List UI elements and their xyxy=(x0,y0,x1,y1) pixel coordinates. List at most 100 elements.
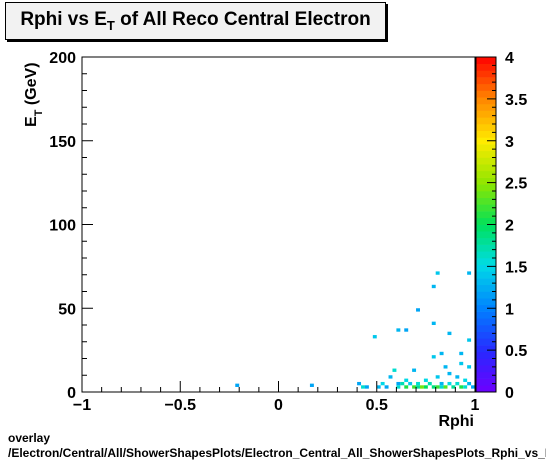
x-axis-label: Rphi xyxy=(438,413,474,430)
palette-band xyxy=(476,237,496,245)
chart-title: Rphi vs ET of All Reco Central Electron xyxy=(6,9,385,33)
heatmap-cell xyxy=(408,381,413,386)
heatmap-cell xyxy=(459,351,464,356)
heatmap-cell xyxy=(435,385,440,389)
palette-band xyxy=(476,191,496,198)
heatmap-cell xyxy=(416,385,420,389)
palette-band xyxy=(476,197,496,205)
palette-tick-label: 2 xyxy=(505,218,514,235)
heatmap-cell xyxy=(419,385,424,389)
palette-band xyxy=(476,90,496,98)
x-tick-label: 1 xyxy=(471,397,480,414)
heatmap-cell xyxy=(447,381,452,386)
heatmap-cell xyxy=(357,381,362,386)
palette-band xyxy=(476,298,496,306)
heatmap-cell xyxy=(459,385,464,389)
palette-band xyxy=(476,358,496,366)
palette-tick-label: 3 xyxy=(505,134,514,151)
palette-band xyxy=(476,331,496,339)
palette-band xyxy=(476,130,496,138)
palette-band xyxy=(476,325,496,332)
heatmap-cell xyxy=(463,378,468,382)
heatmap-cells xyxy=(235,271,475,389)
heatmap-cell xyxy=(423,378,428,382)
heatmap-cell xyxy=(427,381,432,386)
palette-band xyxy=(476,184,496,192)
heatmap-cell xyxy=(396,381,401,386)
y-tick-label: 0 xyxy=(67,385,76,402)
palette-band xyxy=(476,110,496,118)
palette-band xyxy=(476,231,496,239)
heatmap-cell xyxy=(416,381,420,386)
palette-band xyxy=(476,365,496,373)
heatmap-cell xyxy=(404,378,409,382)
footer-line-2: /Electron/Central/All/ShowerShapesPlots/… xyxy=(8,446,546,460)
palette-band xyxy=(476,170,496,178)
palette-band xyxy=(476,371,496,379)
heatmap-cell xyxy=(435,375,440,379)
palette-band xyxy=(476,97,496,105)
heatmap-cell xyxy=(467,338,472,342)
palette-tick-label: 4 xyxy=(505,50,514,67)
heatmap-cell xyxy=(431,284,436,289)
heatmap-cell xyxy=(431,321,436,325)
heatmap-cell xyxy=(404,328,409,332)
color-palette: 0 0.5 1 1.5 2 2.5 3 3.5 4 xyxy=(475,50,527,402)
palette-band xyxy=(476,211,496,219)
palette-band xyxy=(476,251,496,259)
y-axis-label-unit: (GeV) xyxy=(23,62,40,109)
heatmap-cell xyxy=(412,385,417,389)
heatmap-cell xyxy=(451,385,456,389)
heatmap-cell xyxy=(376,385,381,389)
heatmap-cell xyxy=(309,383,314,387)
x-tick-label: −1 xyxy=(73,397,91,414)
x-tick-label: 0.5 xyxy=(366,397,388,414)
palette-band xyxy=(476,164,496,172)
heatmap-cell xyxy=(388,375,393,379)
palette-band xyxy=(476,385,496,393)
heatmap-cell xyxy=(455,375,460,379)
title-main: Rphi vs E xyxy=(20,9,107,30)
palette-band xyxy=(476,351,496,359)
palette-tick-label: 0.5 xyxy=(505,343,527,360)
palette-band xyxy=(476,278,496,286)
palette-band xyxy=(476,338,496,346)
heatmap-cell xyxy=(447,371,452,376)
palette-band xyxy=(476,345,496,353)
heatmap-cell xyxy=(439,351,444,356)
palette-band xyxy=(476,63,496,71)
heatmap-cell xyxy=(364,385,369,389)
heatmap-cell xyxy=(435,271,440,275)
y-tick-label: 200 xyxy=(49,50,76,67)
heatmap-cell xyxy=(372,335,377,339)
title-subscript: T xyxy=(106,17,115,33)
palette-band xyxy=(476,103,496,111)
heatmap-cell xyxy=(404,385,409,389)
heatmap-cell xyxy=(384,385,389,389)
palette-band xyxy=(476,378,496,386)
heatmap-cell xyxy=(467,381,472,386)
heatmap-cell xyxy=(467,365,472,369)
palette-tick-label: 1 xyxy=(505,301,514,318)
heatmap-cell xyxy=(361,385,365,389)
heatmap-cell xyxy=(443,365,448,369)
palette-band xyxy=(476,137,496,145)
palette-tick-label: 0 xyxy=(505,385,514,402)
palette-band xyxy=(476,291,496,299)
x-tick-label: −0.5 xyxy=(164,397,196,414)
y-axis-label: ET (GeV) xyxy=(23,62,45,127)
palette-band xyxy=(476,70,496,78)
palette-band xyxy=(476,264,496,272)
heatmap-cell xyxy=(447,331,452,336)
palette-band xyxy=(476,224,496,232)
palette-tick-label: 1.5 xyxy=(505,259,527,276)
x-tick-label: 0 xyxy=(274,397,283,414)
palette-band xyxy=(476,124,496,131)
heatmap-cell xyxy=(463,385,468,389)
palette-band xyxy=(476,177,496,185)
heatmap-cell xyxy=(412,368,417,372)
heatmap-cell xyxy=(439,381,444,386)
heatmap-cell xyxy=(396,385,401,389)
palette-tick-label: 3.5 xyxy=(505,92,527,109)
